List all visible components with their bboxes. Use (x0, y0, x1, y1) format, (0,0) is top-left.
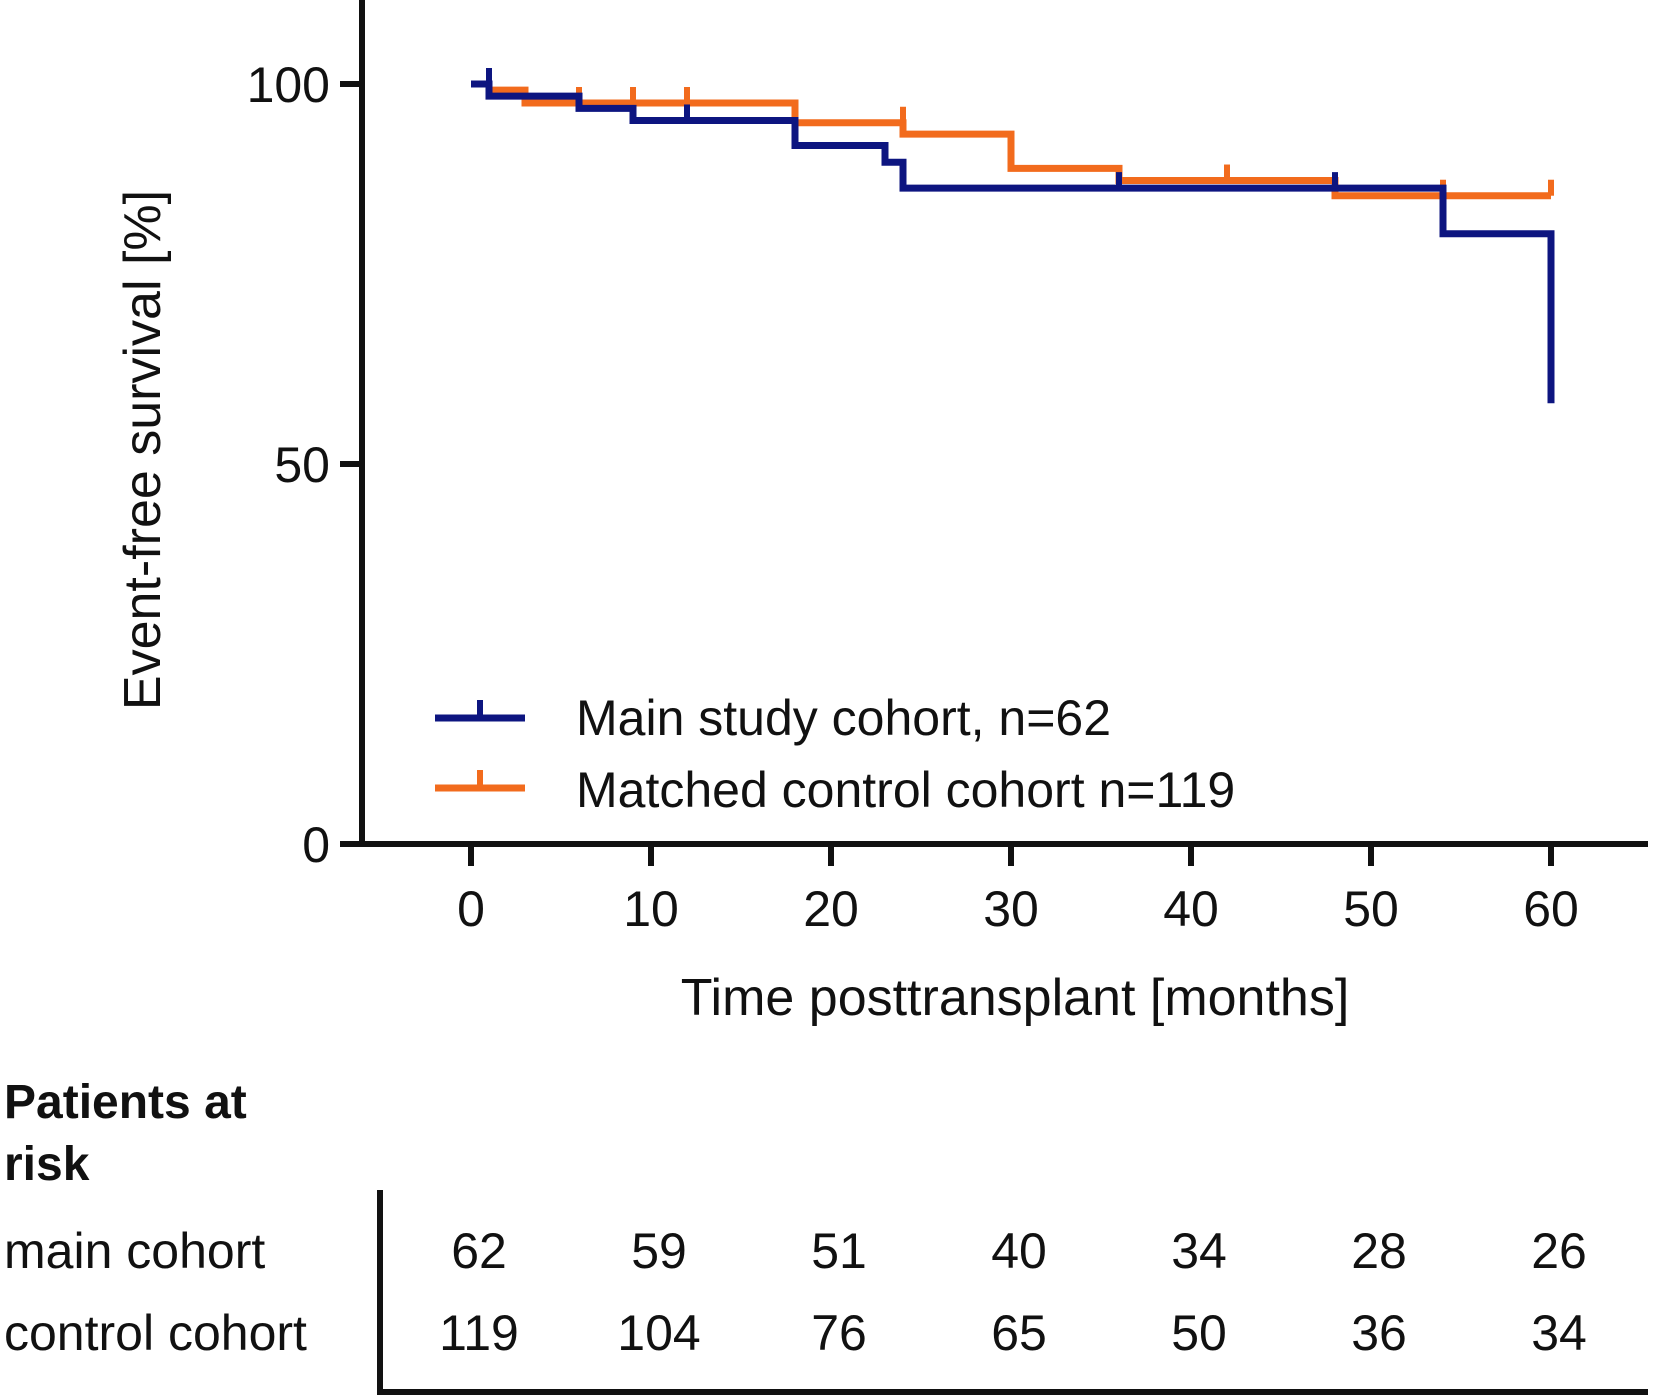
y-tick-label: 0 (302, 817, 330, 873)
risk-value-control: 76 (811, 1305, 867, 1361)
risk-value-control: 34 (1531, 1305, 1587, 1361)
x-axis-title: Time posttransplant [months] (681, 969, 1350, 1027)
risk-table: Patients at risk main cohort control coh… (4, 1076, 1648, 1395)
risk-row-label-control: control cohort (4, 1305, 307, 1361)
legend-item-control: Matched control cohort n=119 (435, 762, 1235, 818)
x-axis-ticks: 0 10 20 30 40 50 60 (457, 844, 1579, 937)
legend-label-control: Matched control cohort n=119 (576, 762, 1235, 818)
series-layer (471, 68, 1555, 404)
risk-table-values: 62 59 51 40 34 28 26 119 104 76 65 50 36 34 (439, 1223, 1587, 1361)
x-tick-label: 0 (457, 881, 485, 937)
risk-value-main: 28 (1351, 1223, 1407, 1279)
x-tick-label: 40 (1163, 881, 1219, 937)
x-tick-label: 50 (1343, 881, 1399, 937)
risk-value-control: 50 (1171, 1305, 1227, 1361)
risk-value-main: 34 (1171, 1223, 1227, 1279)
risk-value-main: 40 (991, 1223, 1047, 1279)
axes: 0 10 20 30 40 50 60 0 50 100 (247, 0, 1648, 937)
series-control (471, 68, 1554, 200)
risk-value-control: 119 (439, 1305, 519, 1361)
risk-value-main: 51 (811, 1223, 867, 1279)
x-tick-label: 10 (623, 881, 679, 937)
legend-item-main: Main study cohort, n=62 (435, 690, 1111, 746)
risk-value-main: 26 (1531, 1223, 1587, 1279)
y-tick-label: 50 (274, 437, 330, 493)
risk-row-label-main: main cohort (4, 1223, 265, 1279)
y-axis-ticks: 0 50 100 (247, 57, 362, 873)
survival-curve-main (471, 80, 1555, 404)
series-main (471, 68, 1555, 404)
risk-value-control: 36 (1351, 1305, 1407, 1361)
risk-value-main: 59 (631, 1223, 687, 1279)
y-axis-title: Event-free survival [%] (114, 190, 172, 710)
risk-value-control: 65 (991, 1305, 1047, 1361)
risk-table-heading-line1: Patients at (4, 1076, 247, 1129)
risk-table-heading-line2: risk (4, 1138, 90, 1191)
x-tick-label: 20 (803, 881, 859, 937)
y-tick-label: 100 (247, 57, 330, 113)
risk-value-control: 104 (617, 1305, 700, 1361)
legend-label-main: Main study cohort, n=62 (576, 690, 1111, 746)
legend: Main study cohort, n=62 Matched control … (435, 690, 1235, 818)
x-tick-label: 30 (983, 881, 1039, 937)
risk-value-main: 62 (451, 1223, 507, 1279)
x-tick-label: 60 (1523, 881, 1579, 937)
